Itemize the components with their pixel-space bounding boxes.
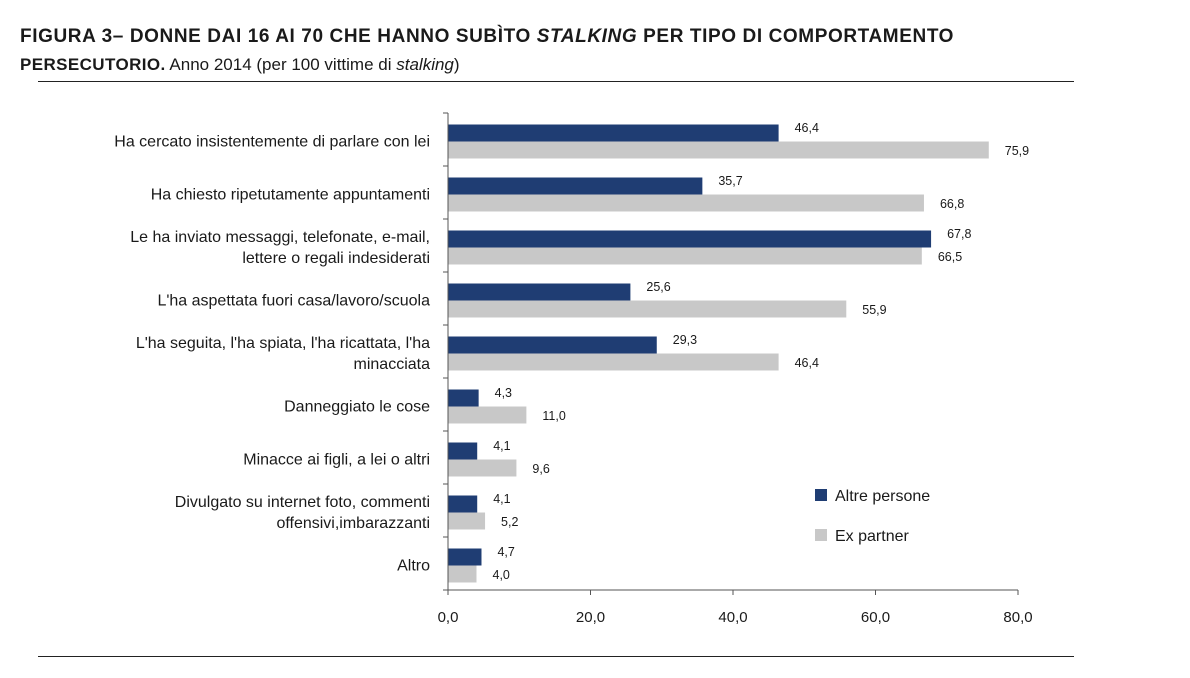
bar-altre-persone-7 xyxy=(448,495,478,513)
category-label-6: Minacce ai figli, a lei o altri xyxy=(243,452,430,469)
category-label-2-line0: Le ha inviato messaggi, telefonate, e-ma… xyxy=(130,229,430,246)
title-text-c: PER TIPO DI COMPORTAMENTO xyxy=(637,26,955,47)
chart-title: FIGURA 3– DONNE DAI 16 AI 70 CHE HANNO S… xyxy=(20,26,1180,76)
value-label-ex-partner-1: 66,8 xyxy=(940,197,964,211)
bar-altre-persone-0 xyxy=(448,124,779,142)
category-label-4-line1: minacciata xyxy=(354,356,431,373)
bar-altre-persone-3 xyxy=(448,283,631,301)
value-label-altre-persone-0: 46,4 xyxy=(795,121,819,135)
bar-ex-partner-7 xyxy=(448,512,486,530)
title-line-2: PERSECUTORIO. Anno 2014 (per 100 vittime… xyxy=(20,54,1180,76)
category-label-3: L'ha aspettata fuori casa/lavoro/scuola xyxy=(157,293,430,310)
title-text-italic: STALKING xyxy=(536,26,638,47)
value-label-ex-partner-5: 11,0 xyxy=(542,409,565,423)
value-label-altre-persone-1: 35,7 xyxy=(718,174,742,188)
category-label-4-line0: L'ha seguita, l'ha spiata, l'ha ricattat… xyxy=(136,335,430,352)
bar-altre-persone-6 xyxy=(448,442,478,460)
value-label-altre-persone-3: 25,6 xyxy=(646,280,670,294)
title-text-a: FIGURA 3– DONNE DAI 16 AI 70 CHE HANNO S… xyxy=(20,26,537,47)
bar-altre-persone-1 xyxy=(448,177,703,195)
x-tick-label-0: 0,0 xyxy=(438,609,459,626)
category-label-1: Ha chiesto ripetutamente appuntamenti xyxy=(151,187,430,204)
category-label-7-line1: offensivi,imbarazzanti xyxy=(276,515,430,532)
value-label-altre-persone-4: 29,3 xyxy=(673,333,697,347)
value-label-altre-persone-7: 4,1 xyxy=(493,492,510,506)
title-text-b: Anno 2014 (per 100 vittime di xyxy=(165,55,397,74)
x-tick-label-1: 20,0 xyxy=(576,609,605,626)
value-label-altre-persone-6: 4,1 xyxy=(493,439,510,453)
bar-ex-partner-4 xyxy=(448,353,779,371)
category-label-8: Altro xyxy=(397,558,430,575)
x-tick-label-4: 80,0 xyxy=(1003,609,1032,626)
title-text-italic-2: stalking xyxy=(396,55,454,74)
legend-swatch-altre-persone xyxy=(815,489,827,501)
title-line-1: FIGURA 3– DONNE DAI 16 AI 70 CHE HANNO S… xyxy=(20,26,1180,48)
category-label-7-line0: Divulgato su internet foto, commenti xyxy=(175,494,430,511)
value-label-altre-persone-2: 67,8 xyxy=(947,227,971,241)
bar-ex-partner-5 xyxy=(448,406,527,424)
bar-altre-persone-5 xyxy=(448,389,479,407)
bar-altre-persone-2 xyxy=(448,230,932,248)
value-label-ex-partner-7: 5,2 xyxy=(501,515,518,529)
legend-label-ex-partner: Ex partner xyxy=(835,528,909,545)
bar-altre-persone-8 xyxy=(448,548,482,566)
value-label-ex-partner-2: 66,5 xyxy=(938,250,962,264)
value-label-altre-persone-5: 4,3 xyxy=(495,386,512,400)
bar-ex-partner-0 xyxy=(448,141,989,159)
legend-swatch-ex-partner xyxy=(815,529,827,541)
value-label-ex-partner-6: 9,6 xyxy=(532,462,549,476)
value-label-ex-partner-0: 75,9 xyxy=(1005,144,1029,158)
value-label-altre-persone-8: 4,7 xyxy=(497,545,514,559)
title-text-d: ) xyxy=(453,55,460,74)
bottom-rule xyxy=(38,656,1074,657)
bar-altre-persone-4 xyxy=(448,336,657,354)
x-tick-label-2: 40,0 xyxy=(718,609,747,626)
value-label-ex-partner-3: 55,9 xyxy=(862,303,886,317)
bar-ex-partner-6 xyxy=(448,459,517,477)
bar-ex-partner-2 xyxy=(448,247,922,265)
title-text-bold: PERSECUTORIO. xyxy=(20,55,166,74)
top-rule xyxy=(38,81,1074,82)
bar-ex-partner-1 xyxy=(448,194,924,212)
value-label-ex-partner-4: 46,4 xyxy=(795,356,819,370)
value-label-ex-partner-8: 4,0 xyxy=(493,568,510,582)
bar-ex-partner-8 xyxy=(448,565,477,583)
bar-ex-partner-3 xyxy=(448,300,847,318)
x-tick-label-3: 60,0 xyxy=(861,609,890,626)
category-label-5: Danneggiato le cose xyxy=(284,399,430,416)
category-label-0: Ha cercato insistentemente di parlare co… xyxy=(114,134,430,151)
category-label-2-line1: lettere o regali indesiderati xyxy=(242,250,430,267)
legend-label-altre-persone: Altre persone xyxy=(835,488,930,505)
